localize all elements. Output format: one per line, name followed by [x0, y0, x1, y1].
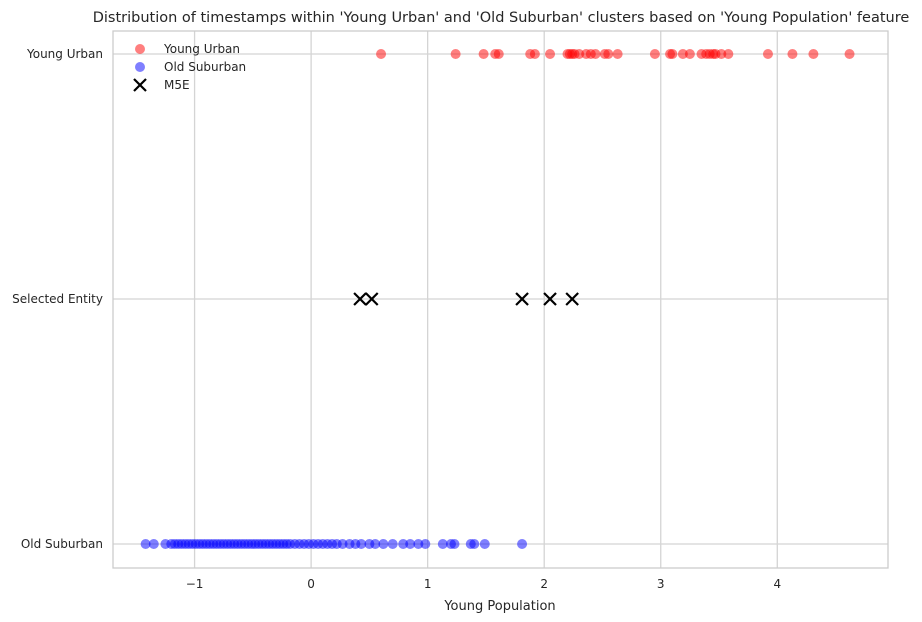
young-urban-point [667, 49, 678, 59]
m5e-marker [364, 292, 379, 306]
m5e-marker [515, 292, 529, 306]
x-tick-label: 4 [773, 577, 781, 591]
young-urban-point [684, 49, 695, 59]
legend-marker-young-urban [135, 44, 145, 54]
x-tick-label: 2 [540, 577, 548, 591]
old-suburban-point [413, 539, 424, 549]
young-urban-point [545, 49, 556, 59]
m5e-marker [543, 292, 557, 306]
young-urban-point [716, 49, 727, 59]
m5e-marker [353, 292, 367, 306]
old-suburban-point [437, 539, 448, 549]
old-suburban-point [387, 539, 398, 549]
old-suburban-point [378, 539, 389, 549]
legend-label-young-urban: Young Urban [163, 42, 240, 56]
young-urban-point [649, 49, 660, 59]
x-tick-label: −1 [186, 577, 204, 591]
legend-label-m5e: M5E [164, 78, 190, 92]
young-urban-point [376, 49, 387, 59]
young-urban-point [612, 49, 623, 59]
young-urban-point [787, 49, 798, 59]
m5e-marker [565, 292, 579, 306]
old-suburban-point [449, 539, 460, 549]
x-axis-label: Young Population [443, 599, 555, 614]
legend-marker-old-suburban [135, 62, 145, 72]
legend-marker-m5e [133, 78, 147, 92]
old-suburban-point [469, 539, 480, 549]
young-urban-point [493, 49, 504, 59]
y-axis-ticks: Old Suburban Selected Entity Young Urban [12, 47, 103, 551]
plot-frame [112, 30, 889, 569]
young-urban-point [574, 49, 585, 59]
x-tick-label: 3 [657, 577, 665, 591]
grid-lines [113, 31, 888, 568]
old-suburban-point [398, 539, 409, 549]
old-suburban-point [420, 539, 431, 549]
x-axis-ticks: −1 0 1 2 3 4 [186, 577, 781, 591]
young-urban-point [478, 49, 489, 59]
old-suburban-point [370, 539, 381, 549]
old-suburban-point [140, 539, 151, 549]
young-urban-point [762, 49, 773, 59]
x-tick-label: 0 [307, 577, 315, 591]
old-suburban-point [405, 539, 416, 549]
young-urban-point [808, 49, 819, 59]
legend: Young Urban Old Suburban M5E [133, 42, 246, 92]
old-suburban-point [479, 539, 490, 549]
chart-title: Distribution of timestamps within 'Young… [93, 10, 910, 26]
old-suburban-point [356, 539, 367, 549]
old-suburban-point [517, 539, 528, 549]
y-tick-label: Old Suburban [21, 537, 103, 551]
young-urban-point [590, 49, 601, 59]
young-urban-point [723, 49, 734, 59]
y-tick-label: Selected Entity [12, 292, 103, 306]
young-urban-point [844, 49, 855, 59]
old-suburban-point [148, 539, 159, 549]
data-points [140, 49, 855, 549]
young-urban-point [603, 49, 614, 59]
young-urban-point [529, 49, 540, 59]
old-suburban-point [337, 539, 348, 549]
y-tick-label: Young Urban [26, 47, 103, 61]
young-urban-point [450, 49, 461, 59]
young-urban-point [677, 49, 688, 59]
x-tick-label: 1 [424, 577, 432, 591]
legend-label-old-suburban: Old Suburban [164, 60, 246, 74]
